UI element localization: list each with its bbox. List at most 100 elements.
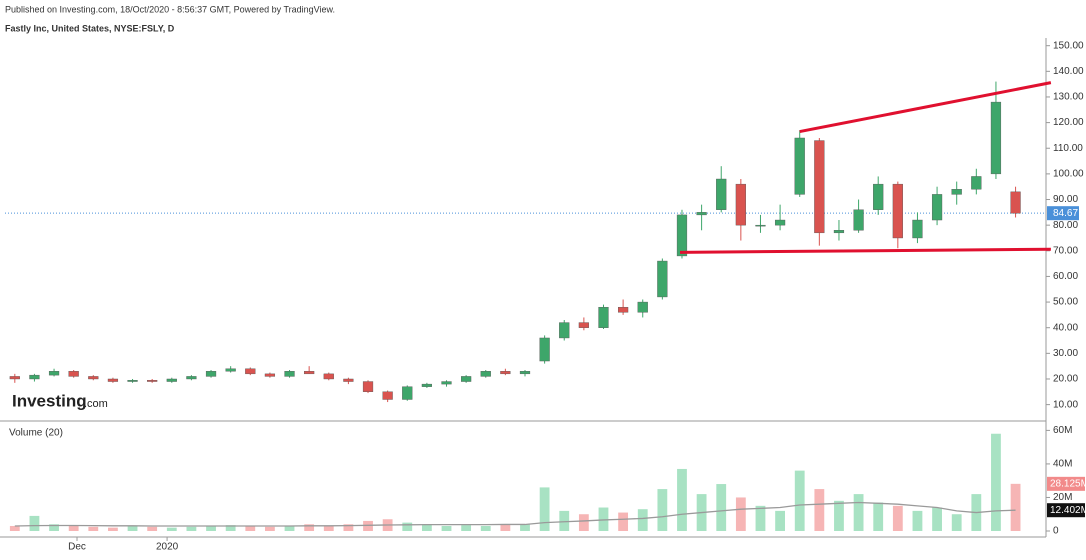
volume-bar <box>186 526 197 531</box>
y-tick-label: 120.00 <box>1053 117 1084 128</box>
candle-body <box>225 368 236 372</box>
volume-bar <box>343 524 354 531</box>
candle-body <box>48 371 60 376</box>
candle-body <box>716 178 727 210</box>
y-tick-label: 20.00 <box>1053 374 1078 385</box>
volume-tick-label: 40M <box>1053 459 1072 470</box>
y-tick-label: 110.00 <box>1053 143 1083 154</box>
volume-bar <box>834 500 844 531</box>
volume-bar <box>323 525 334 531</box>
volume-bar <box>951 514 962 531</box>
volume-bar <box>598 507 609 531</box>
candle-body <box>9 376 20 380</box>
candle-body <box>68 371 79 377</box>
candle-body <box>676 214 688 257</box>
last-price-label: 84.67 <box>1053 208 1078 219</box>
volume-bar <box>402 522 413 531</box>
candle-body <box>304 371 315 375</box>
volume-bar <box>912 510 923 531</box>
candle-body <box>873 183 884 210</box>
volume-bar <box>49 524 59 531</box>
volume-tick-label: 0 <box>1053 526 1059 537</box>
candle-body <box>362 381 374 392</box>
trendline <box>799 81 1052 134</box>
candle-body <box>618 306 629 313</box>
candle-body <box>461 376 472 382</box>
volume-ma-label: 12.402M <box>1050 505 1086 516</box>
volume-tick-label: 20M <box>1053 492 1072 503</box>
volume-bar <box>265 526 275 531</box>
volume-bar <box>637 509 648 531</box>
candle-body <box>990 101 1002 175</box>
candle-body <box>598 306 609 328</box>
volume-bar <box>735 497 746 531</box>
candle-body <box>696 212 707 216</box>
candle-body <box>29 374 40 380</box>
candle-body <box>382 391 393 400</box>
volume-ma-badge <box>1047 503 1085 518</box>
volume-bar <box>853 494 864 531</box>
volume-tick-label: 60M <box>1053 425 1072 436</box>
candle-body <box>519 371 531 375</box>
volume-bar <box>991 433 1001 531</box>
volume-bar <box>206 525 216 531</box>
x-tick-label: 2020 <box>156 542 179 553</box>
volume-bar <box>539 487 550 531</box>
candle-body <box>205 371 217 377</box>
volume-bar <box>68 525 79 531</box>
candle-body <box>343 378 354 382</box>
volume-bar <box>520 524 530 531</box>
volume-bar <box>559 510 570 531</box>
volume-bar <box>755 505 766 531</box>
candle-body <box>421 383 432 387</box>
candle-body <box>735 183 746 226</box>
candle-body <box>107 378 119 382</box>
volume-bar <box>932 507 942 531</box>
candle-body <box>657 260 668 298</box>
volume-bar <box>284 525 295 531</box>
candle-body <box>755 224 766 227</box>
candle-body <box>637 301 648 313</box>
volume-bar <box>1010 483 1021 531</box>
candle-body <box>774 219 786 226</box>
candle-body <box>127 380 138 382</box>
candle-body <box>441 381 452 385</box>
candle-body <box>402 386 413 400</box>
candle-body <box>1010 191 1021 214</box>
volume-bar <box>9 525 20 531</box>
volume-bar <box>461 525 472 531</box>
y-tick-label: 50.00 <box>1053 297 1078 308</box>
volume-last-label: 28.125M <box>1050 478 1086 489</box>
volume-bar <box>441 525 452 531</box>
candle-body <box>284 371 295 377</box>
volume-bar <box>775 510 785 531</box>
volume-bar <box>794 470 805 531</box>
volume-bar <box>245 525 256 531</box>
y-tick-label: 80.00 <box>1053 220 1078 231</box>
candle-body <box>480 371 491 377</box>
volume-bar <box>127 525 138 531</box>
volume-bar <box>814 489 825 531</box>
volume-bar <box>618 512 629 531</box>
candle-body <box>794 137 805 195</box>
volume-last-badge <box>1047 476 1085 491</box>
candle-body <box>833 230 845 234</box>
y-tick-label: 40.00 <box>1053 322 1078 333</box>
candle-body <box>853 209 864 231</box>
volume-bar <box>578 514 589 531</box>
volume-bar <box>147 526 158 531</box>
candle-body <box>147 380 158 382</box>
last-price-badge <box>1047 206 1079 221</box>
candle-body <box>245 368 256 375</box>
candle-body <box>500 371 511 375</box>
candle-body <box>971 176 982 190</box>
y-tick-label: 90.00 <box>1053 194 1078 205</box>
volume-bar <box>29 515 40 531</box>
volume-bar <box>677 468 687 531</box>
y-tick-label: 30.00 <box>1053 348 1078 359</box>
candle-body <box>539 337 550 362</box>
volume-bar <box>716 484 727 531</box>
logo-suffix: .com <box>84 398 108 410</box>
x-tick-label: Dec <box>68 542 86 553</box>
